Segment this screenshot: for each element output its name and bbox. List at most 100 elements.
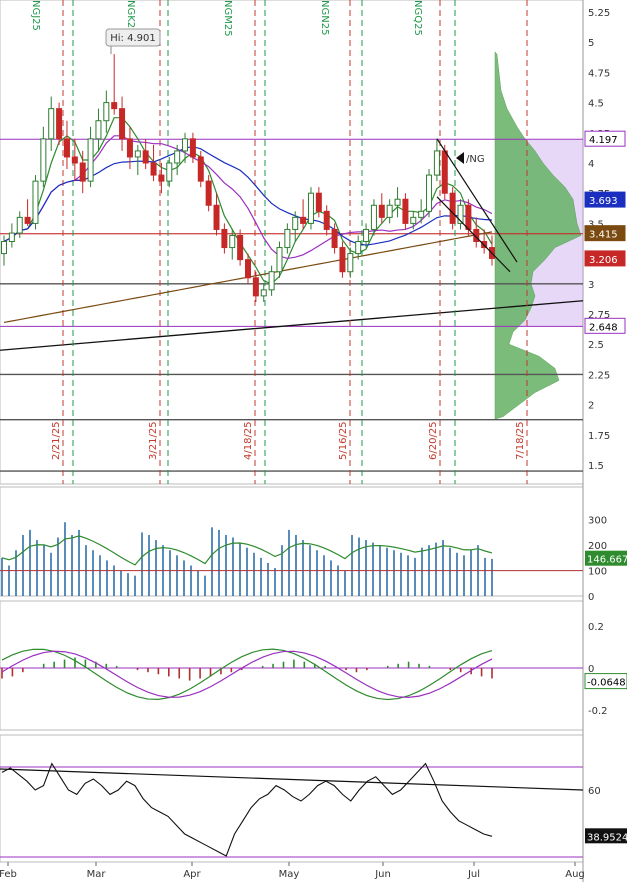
month-label: Mar bbox=[87, 869, 107, 880]
candle bbox=[449, 187, 456, 230]
volume-tag-label: 146.667 bbox=[587, 555, 627, 566]
candle-body bbox=[347, 253, 354, 273]
volume-average-line bbox=[1, 535, 493, 566]
candle-body bbox=[24, 216, 31, 224]
volume-tick-label: 300 bbox=[588, 516, 607, 527]
candle-body bbox=[300, 216, 307, 224]
candle bbox=[410, 211, 417, 230]
candle-body bbox=[158, 174, 165, 182]
candle-body bbox=[56, 108, 63, 140]
rsi-line bbox=[1, 762, 493, 857]
candle bbox=[111, 54, 118, 115]
candle bbox=[276, 241, 283, 278]
high-callout-box bbox=[105, 28, 161, 47]
rsi-tick-label: 60 bbox=[588, 786, 601, 797]
expiry-label-5: 7/18/25 bbox=[515, 421, 526, 460]
month-label: May bbox=[279, 869, 300, 880]
candle-body bbox=[237, 234, 244, 261]
candle-body bbox=[174, 150, 181, 164]
candle bbox=[158, 163, 165, 194]
price-tick-label: 1.5 bbox=[588, 461, 604, 472]
candle bbox=[402, 193, 409, 230]
candle bbox=[418, 199, 425, 224]
candle-body bbox=[339, 247, 346, 273]
candle-body bbox=[449, 192, 456, 224]
candle bbox=[260, 283, 267, 302]
candle-body bbox=[307, 192, 314, 224]
candle bbox=[237, 229, 244, 266]
candle bbox=[48, 96, 55, 151]
candle-body bbox=[32, 180, 39, 224]
candle bbox=[355, 235, 362, 260]
price-tick-label: 1.75 bbox=[588, 431, 610, 442]
candle-body bbox=[378, 204, 385, 218]
candle-body bbox=[315, 192, 322, 212]
rsi-tag-label: 38.9524 bbox=[587, 832, 627, 843]
contract-label-0: NGJ25 bbox=[30, 0, 41, 31]
candle-body bbox=[126, 138, 133, 158]
candle bbox=[229, 229, 236, 260]
candle bbox=[307, 187, 314, 230]
candle-body bbox=[189, 138, 196, 158]
price-tick-label: 3.5 bbox=[588, 219, 604, 230]
price-tag-box bbox=[584, 225, 626, 242]
candle-body bbox=[182, 138, 189, 152]
candle-body bbox=[410, 216, 417, 224]
macd-tick-label: -0.2 bbox=[588, 706, 608, 717]
candle-body bbox=[63, 138, 70, 158]
candle bbox=[205, 175, 212, 212]
candle bbox=[103, 90, 110, 133]
candle bbox=[221, 223, 228, 254]
expiry-label-4: 6/20/25 bbox=[428, 421, 439, 460]
contract-label-3: NGN25 bbox=[319, 0, 330, 35]
candle bbox=[370, 199, 377, 236]
candle bbox=[386, 199, 393, 224]
candle-body bbox=[355, 241, 362, 255]
candle bbox=[189, 132, 196, 163]
contract-label-1: NGK25 bbox=[125, 0, 136, 35]
price-tick-label: 2 bbox=[588, 401, 594, 412]
candle bbox=[8, 223, 15, 248]
candle bbox=[87, 126, 94, 188]
candle-body bbox=[103, 102, 110, 122]
candle bbox=[63, 120, 70, 170]
candle-body bbox=[87, 138, 94, 182]
expiry-label-0: 2/21/25 bbox=[51, 421, 62, 460]
candle bbox=[473, 217, 480, 248]
candle-body bbox=[276, 247, 283, 273]
candle-body bbox=[245, 259, 251, 279]
candle bbox=[24, 199, 31, 226]
candle-body bbox=[292, 216, 299, 230]
candle-body bbox=[95, 120, 102, 140]
candle bbox=[40, 126, 47, 188]
macd-signal-line bbox=[1, 650, 493, 698]
candle bbox=[16, 211, 23, 238]
symbol-marker-icon bbox=[456, 152, 464, 164]
candle bbox=[315, 187, 322, 218]
price-tick-label: 5.25 bbox=[588, 8, 610, 19]
macd-line bbox=[1, 648, 493, 701]
candle-body bbox=[111, 102, 118, 110]
price-tick-label: 2.25 bbox=[588, 370, 610, 381]
candle-body bbox=[473, 228, 480, 243]
candle bbox=[457, 199, 464, 230]
price-tag-label: 3.206 bbox=[589, 255, 618, 266]
rsi-tag-box bbox=[585, 828, 627, 844]
candle bbox=[284, 223, 291, 254]
candle bbox=[426, 169, 433, 218]
price-tag-box bbox=[584, 130, 626, 147]
candle-body bbox=[79, 162, 86, 182]
candle-body bbox=[16, 216, 23, 234]
candle bbox=[32, 175, 39, 230]
candle bbox=[292, 211, 299, 242]
candle-body bbox=[119, 108, 126, 140]
expiry-label-1: 3/21/25 bbox=[148, 421, 159, 460]
candle bbox=[300, 199, 307, 230]
candle-body bbox=[457, 204, 464, 224]
candle-body bbox=[213, 204, 220, 230]
candle bbox=[126, 126, 133, 170]
candle-body bbox=[284, 228, 291, 249]
support-trendline bbox=[0, 300, 584, 351]
candle-body bbox=[142, 150, 149, 164]
candle bbox=[433, 138, 440, 182]
